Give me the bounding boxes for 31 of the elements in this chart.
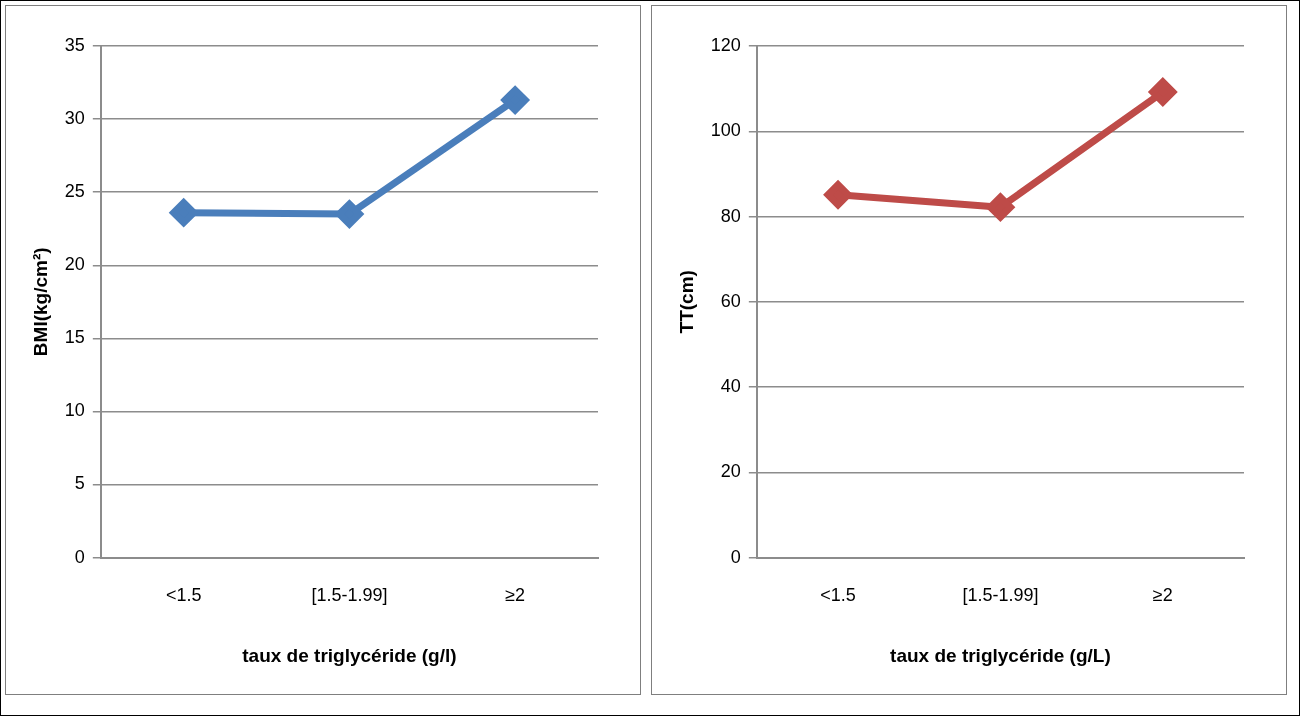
x-axis-title: taux de triglycéride (g/L) <box>890 644 1111 666</box>
y-tick-label: 30 <box>64 108 85 129</box>
y-tick-label: 40 <box>720 376 741 397</box>
point <box>986 193 1014 221</box>
y-tick-label: 100 <box>710 120 741 141</box>
y-tick-label: 20 <box>720 461 741 482</box>
y-tick-label: 25 <box>64 181 85 202</box>
y-tick-label: 5 <box>74 473 85 494</box>
x-tick-label: <1.5 <box>165 585 202 606</box>
x-tick-label: <1.5 <box>820 585 856 606</box>
x-tick-label: [1.5-1.99] <box>962 585 1039 606</box>
y-tick-label: 60 <box>720 290 741 311</box>
point <box>1149 78 1177 106</box>
x-tick-label: ≥2 <box>505 585 526 606</box>
y-tick-label: 120 <box>710 34 741 55</box>
y-axis-title: BMI(kg/cm²) <box>29 247 51 357</box>
x-axis-title: taux de triglycéride (g/l) <box>242 644 457 666</box>
point <box>824 181 852 209</box>
y-tick-label: 0 <box>730 546 741 567</box>
y-tick-label: 35 <box>64 34 85 55</box>
point <box>335 200 363 228</box>
y-axis-title: TT(cm) <box>675 270 697 334</box>
y-tick-label: 15 <box>64 327 85 348</box>
x-tick-label: ≥2 <box>1152 585 1173 606</box>
y-tick-label: 80 <box>720 205 741 226</box>
y-tick-label: 0 <box>74 546 85 567</box>
y-tick-label: 10 <box>64 400 85 421</box>
point <box>501 86 529 114</box>
point <box>170 199 198 227</box>
x-tick-label: [1.5-1.99] <box>311 585 388 606</box>
y-tick-label: 20 <box>64 254 85 275</box>
